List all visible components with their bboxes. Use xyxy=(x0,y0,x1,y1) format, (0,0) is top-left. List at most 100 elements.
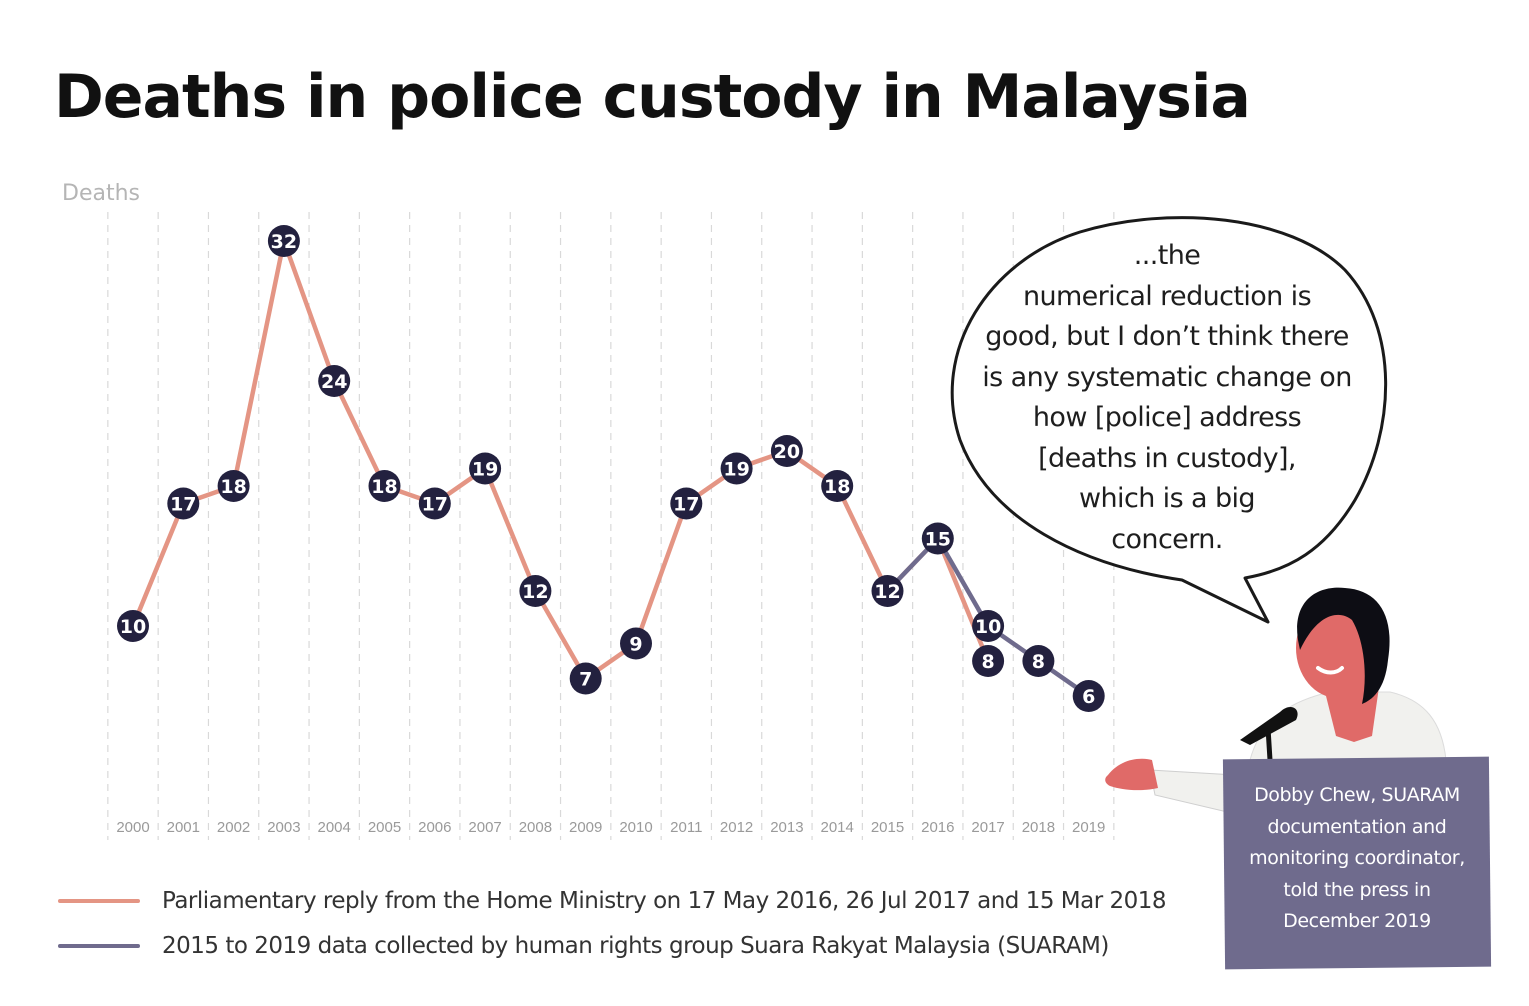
point-label: 8 xyxy=(981,651,994,673)
point-label: 32 xyxy=(271,231,297,253)
caption-line: documentation and xyxy=(1267,815,1447,838)
data-point: 8 xyxy=(972,645,1005,677)
quote-line: which is a big xyxy=(1079,483,1256,514)
point-marker xyxy=(720,452,753,485)
point-marker xyxy=(569,662,602,695)
x-tick-label: 2019 xyxy=(1072,819,1105,836)
point-marker xyxy=(318,365,351,397)
point-marker xyxy=(821,470,854,502)
x-tick-label: 2016 xyxy=(921,819,954,836)
legend-item-suaram: 2015 to 2019 data collected by human rig… xyxy=(58,923,1166,968)
point-label: 7 xyxy=(579,669,592,691)
quote-line: is any systematic change on xyxy=(982,361,1352,393)
quote-line: concern. xyxy=(1111,523,1223,555)
data-points: 10 17 18 32 24 18 17 19 12 7 9 17 19 20 18 12 15 8 10 8 6 xyxy=(117,225,1105,712)
caption-line: Dobby Chew, SUARAM xyxy=(1254,784,1460,806)
data-point: 18 xyxy=(368,470,401,502)
data-point: 12 xyxy=(519,575,552,607)
legend-label-home-ministry: Parliamentary reply from the Home Minist… xyxy=(162,887,1167,914)
point-label: 17 xyxy=(673,494,699,516)
series-line-home-ministry xyxy=(130,238,991,681)
data-point: 20 xyxy=(770,435,803,467)
quote-text: ...the numerical reduction is good, but I … xyxy=(968,236,1366,560)
quote-line: good, but I don’t think there xyxy=(985,321,1349,352)
point-label: 17 xyxy=(422,494,448,516)
data-point: 8 xyxy=(1022,645,1055,677)
data-point: 7 xyxy=(569,662,602,695)
x-tick-label: 2015 xyxy=(871,819,904,836)
x-tick-label: 2000 xyxy=(116,819,149,836)
x-tick-label: 2012 xyxy=(720,819,753,836)
point-marker xyxy=(117,610,149,642)
point-label: 12 xyxy=(522,581,548,603)
data-point: 9 xyxy=(620,627,652,660)
point-label: 19 xyxy=(472,459,498,481)
data-point: 18 xyxy=(217,470,250,502)
point-marker xyxy=(670,487,703,520)
point-label: 19 xyxy=(723,459,749,481)
quote-line: how [police] address xyxy=(1032,402,1302,433)
point-marker xyxy=(1022,645,1055,677)
quote-line: [deaths in custody], xyxy=(1038,442,1296,474)
legend-item-home-ministry: Parliamentary reply from the Home Minist… xyxy=(58,878,1167,923)
data-point: 32 xyxy=(267,225,300,257)
x-tick-label: 2002 xyxy=(217,819,250,836)
x-tick-label: 2013 xyxy=(770,819,803,836)
point-marker xyxy=(267,225,300,257)
x-tick-label: 2011 xyxy=(670,819,702,836)
x-tick-label: 2018 xyxy=(1022,819,1055,836)
pointing-hand xyxy=(1105,758,1158,791)
point-marker xyxy=(217,470,250,502)
point-label: 9 xyxy=(629,634,642,656)
data-point: 17 xyxy=(418,487,451,520)
point-label: 6 xyxy=(1082,686,1095,708)
legend: Parliamentary reply from the Home Minist… xyxy=(58,878,1167,968)
point-marker xyxy=(620,627,652,660)
point-marker xyxy=(167,487,200,520)
point-label: 12 xyxy=(874,581,900,603)
quote-line: ...the xyxy=(1133,240,1201,271)
x-tick-label: 2003 xyxy=(267,819,300,836)
chart-title: Deaths in police custody in Malaysia xyxy=(54,62,1251,132)
point-label: 17 xyxy=(170,494,196,516)
data-point: 12 xyxy=(871,575,904,607)
point-marker xyxy=(871,575,904,607)
point-label: 18 xyxy=(220,476,246,498)
point-marker xyxy=(972,610,1005,642)
podium-box xyxy=(1222,756,1492,970)
point-marker xyxy=(469,452,502,485)
point-label: 15 xyxy=(925,529,951,551)
x-tick-label: 2005 xyxy=(368,819,401,836)
x-tick-label: 2017 xyxy=(971,819,1004,836)
legend-label-suaram: 2015 to 2019 data collected by human rig… xyxy=(162,932,1109,959)
point-label: 10 xyxy=(120,616,146,638)
speech-bubble xyxy=(950,216,1388,624)
x-tick-label: 2014 xyxy=(821,819,854,836)
point-label: 20 xyxy=(774,441,800,463)
data-point: 17 xyxy=(167,487,200,520)
point-marker xyxy=(519,575,552,607)
x-tick-label: 2008 xyxy=(519,819,552,836)
caption-line: December 2019 xyxy=(1283,910,1431,932)
point-marker xyxy=(770,435,803,467)
point-label: 8 xyxy=(1032,651,1045,673)
point-label: 18 xyxy=(371,476,397,498)
caption-line: told the press in xyxy=(1283,878,1431,901)
x-tick-label: 2007 xyxy=(468,819,501,836)
x-tick-label: 2001 xyxy=(167,819,200,836)
x-tick-label: 2010 xyxy=(619,819,652,836)
legend-swatch-suaram xyxy=(58,943,140,948)
legend-swatch-home-ministry xyxy=(58,898,140,903)
y-axis-label: Deaths xyxy=(62,181,140,206)
speaker-smile xyxy=(1316,666,1344,675)
data-point: 10 xyxy=(117,610,149,642)
point-label: 10 xyxy=(975,616,1001,638)
point-marker xyxy=(368,470,401,502)
data-point: 19 xyxy=(720,452,753,485)
x-tick-label: 2009 xyxy=(569,819,602,836)
point-marker xyxy=(418,487,451,520)
data-point: 17 xyxy=(670,487,703,520)
data-point: 6 xyxy=(1072,680,1105,712)
